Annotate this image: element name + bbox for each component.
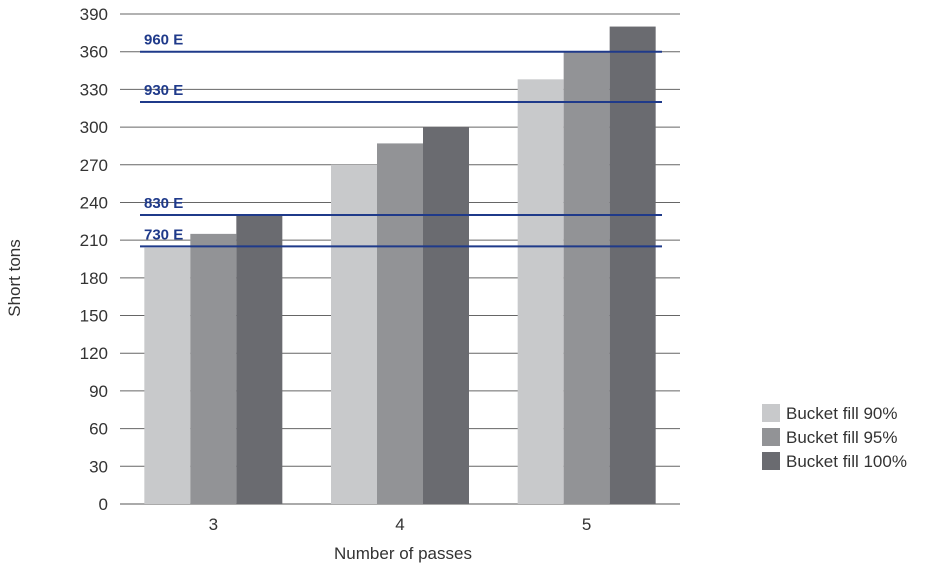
y-tick-label: 390	[80, 5, 108, 24]
legend-label: Bucket fill 90%	[786, 404, 898, 423]
bar	[190, 233, 237, 504]
y-tick-label: 60	[89, 420, 108, 439]
y-tick-label: 330	[80, 80, 108, 99]
y-tick-label: 0	[99, 495, 108, 514]
y-axis-title: Short tons	[5, 239, 24, 317]
legend-label: Bucket fill 95%	[786, 428, 898, 447]
reference-line-label: 730 E	[144, 226, 183, 243]
legend-label: Bucket fill 100%	[786, 452, 907, 471]
x-tick-label: 5	[582, 515, 591, 534]
bars	[144, 26, 656, 505]
y-tick-labels: 0 30 60 90 120 150 180 210 240 270 300 330 360 390	[80, 5, 108, 514]
x-tick-labels: 3 4 5	[209, 515, 592, 534]
reference-lines: 960 E 930 E 830 E 730 E	[140, 32, 662, 248]
reference-line-label: 960 E	[144, 32, 183, 49]
y-tick-label: 240	[80, 193, 108, 212]
x-tick-label: 3	[209, 515, 218, 534]
x-tick-label: 4	[395, 515, 404, 534]
bar	[377, 143, 423, 504]
y-tick-label: 30	[89, 457, 108, 476]
bar	[144, 247, 191, 504]
bar	[517, 79, 564, 504]
y-tick-label: 150	[80, 307, 108, 326]
legend-swatch	[762, 452, 780, 470]
y-tick-label: 90	[89, 382, 108, 401]
bar	[331, 164, 377, 504]
x-axis-title: Number of passes	[334, 544, 472, 563]
y-tick-label: 360	[80, 43, 108, 62]
legend: Bucket fill 90% Bucket fill 95% Bucket fil…	[762, 404, 907, 471]
y-tick-label: 300	[80, 118, 108, 137]
reference-line-label: 930 E	[144, 82, 183, 99]
y-tick-label: 210	[80, 231, 108, 250]
legend-swatch	[762, 404, 780, 422]
bar	[609, 26, 656, 505]
y-tick-label: 270	[80, 156, 108, 175]
bar	[423, 127, 469, 505]
y-tick-label: 180	[80, 269, 108, 288]
bar	[236, 215, 283, 504]
legend-swatch	[762, 428, 780, 446]
bar	[563, 51, 610, 504]
y-tick-label: 120	[80, 344, 108, 363]
reference-line-label: 830 E	[144, 195, 183, 212]
